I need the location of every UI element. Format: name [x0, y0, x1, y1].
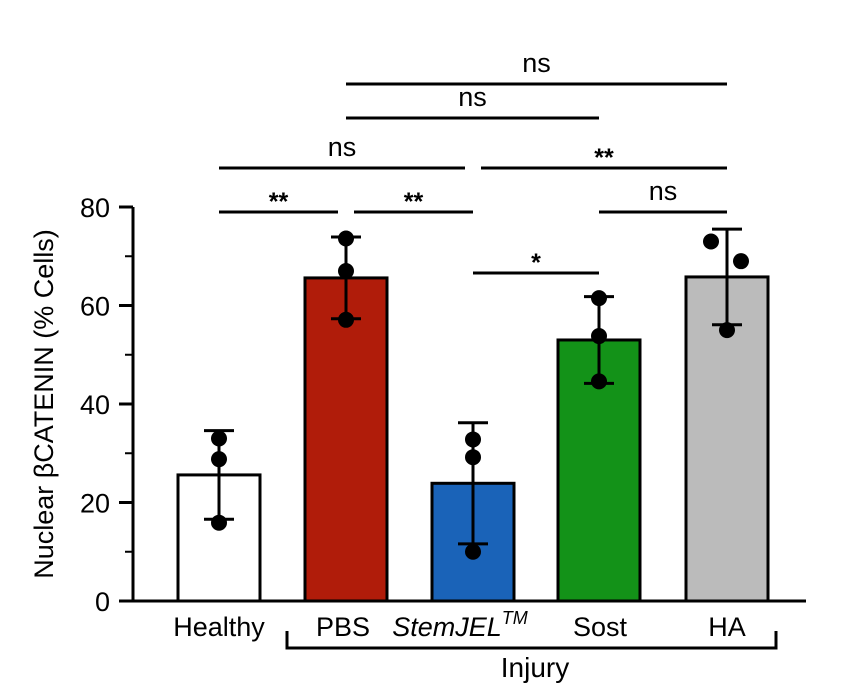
y-tick-label-0: 0: [95, 587, 110, 617]
data-point: [719, 322, 735, 339]
significance-label: **: [269, 188, 289, 216]
significance-label: **: [404, 188, 424, 216]
injury-bracket-line: [285, 631, 778, 650]
data-point: [338, 230, 354, 247]
data-point: [591, 373, 607, 390]
data-point: [338, 263, 354, 280]
y-axis: Nuclear βCATENIN (% Cells) 0 20 40 60 80: [29, 193, 806, 617]
injury-group-label: Injury: [501, 652, 569, 683]
significance-label: ns: [458, 82, 487, 112]
data-point: [465, 431, 481, 448]
bar-ha: [684, 275, 770, 603]
bar-pbs: [303, 276, 389, 603]
significance-annotations: ** ** ns * ns ** ns ns: [219, 48, 727, 277]
data-point: [703, 233, 719, 250]
y-tick-label-20: 20: [80, 489, 110, 519]
significance-label: **: [594, 144, 614, 172]
y-tick-label-60: 60: [80, 292, 110, 322]
y-axis-title: Nuclear βCATENIN (% Cells): [29, 229, 59, 579]
data-point: [211, 430, 227, 447]
data-point: [465, 449, 481, 466]
category-label-stemjel: StemJELTM: [392, 608, 528, 642]
significance-label: ns: [328, 132, 357, 162]
data-point: [211, 451, 227, 468]
data-point: [591, 328, 607, 345]
bars: [176, 227, 770, 603]
y-tick-label-40: 40: [80, 390, 110, 420]
data-point: [733, 253, 749, 270]
data-point: [211, 514, 227, 531]
data-point: [465, 543, 481, 560]
y-tick-label-80: 80: [80, 193, 110, 223]
significance-label: *: [531, 249, 541, 277]
data-point: [591, 290, 607, 307]
significance-label: ns: [649, 176, 678, 206]
category-label-sost: Sost: [573, 612, 628, 642]
injury-group-bracket: Injury: [285, 631, 778, 683]
category-labels: Healthy PBS StemJELTM Sost HA: [173, 608, 746, 642]
category-label-ha: HA: [708, 612, 746, 642]
category-label-healthy: Healthy: [173, 612, 265, 642]
category-label-pbs: PBS: [316, 612, 370, 642]
significance-label: ns: [522, 48, 551, 78]
data-point: [338, 311, 354, 328]
